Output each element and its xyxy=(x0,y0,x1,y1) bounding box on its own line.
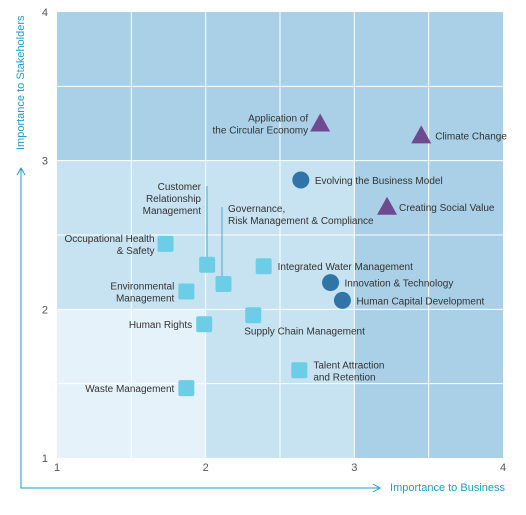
point-label: Application of the Circular Economy xyxy=(213,114,309,137)
y-tick-label: 1 xyxy=(42,453,48,465)
point-label: Human Rights xyxy=(129,320,192,331)
point-label: Occupational Health & Safety xyxy=(64,234,154,257)
point-label-line: Relationship xyxy=(146,194,201,205)
point-label-line: Climate Change xyxy=(435,131,507,142)
x-axis-arrowhead xyxy=(372,483,382,493)
point-label-line: Occupational Health xyxy=(64,234,154,245)
point-label: Governance, Risk Management & Compliance xyxy=(228,204,374,227)
point-square xyxy=(291,362,308,379)
point-label: Creating Social Value xyxy=(399,203,495,214)
x-tick-label: 1 xyxy=(54,462,60,474)
point-label: Waste Management xyxy=(85,384,174,395)
point-label: Talent Attraction and Retention xyxy=(313,360,384,383)
point-label: Customer Relationship Management xyxy=(143,182,202,217)
point-label-line: Talent Attraction xyxy=(313,360,384,371)
point-label-line: Human Rights xyxy=(129,320,192,331)
point-label-line: Application of xyxy=(248,114,308,125)
point-circle xyxy=(292,171,310,189)
point-square xyxy=(199,256,216,273)
point-triangle xyxy=(310,113,331,132)
point-label-line: Management xyxy=(116,293,175,304)
point-label-line: Innovation & Technology xyxy=(345,279,454,290)
point-label-line: Evolving the Business Model xyxy=(315,176,443,187)
point-label-line: Customer xyxy=(158,182,202,193)
point-label: Environmental Management xyxy=(110,281,174,304)
point-label: Human Capital Development xyxy=(356,296,484,307)
y-tick-label: 2 xyxy=(42,304,48,316)
y-axis-label: Importance to Stakeholders xyxy=(15,15,27,150)
axis-arrows xyxy=(16,166,382,493)
point-label-line: Waste Management xyxy=(85,384,174,395)
point-label: Supply Chain Management xyxy=(244,326,365,337)
y-tick-label: 4 xyxy=(42,7,48,19)
axis-line xyxy=(20,168,380,489)
point-label-line: & Safety xyxy=(117,246,155,257)
point-label-line: Governance, xyxy=(228,204,285,215)
point-label-line: Creating Social Value xyxy=(399,203,495,214)
point-triangle xyxy=(411,125,432,144)
point-square xyxy=(157,235,174,252)
point-labels: Application of the Circular Economy Climat… xyxy=(64,114,507,396)
point-label: Climate Change xyxy=(435,131,507,142)
point-label-line: Supply Chain Management xyxy=(244,326,365,337)
point-label-line: Integrated Water Management xyxy=(278,262,413,273)
gridlines xyxy=(57,12,503,458)
y-tick-label: 3 xyxy=(42,156,48,168)
point-label-line: Environmental xyxy=(110,281,174,292)
point-square xyxy=(245,307,262,324)
point-circle xyxy=(333,291,351,309)
y-axis-arrowhead xyxy=(16,166,26,176)
point-label-line: the Circular Economy xyxy=(213,126,309,137)
x-axis-label: Importance to Business xyxy=(390,482,505,494)
point-square xyxy=(178,283,195,300)
point-square xyxy=(196,316,213,333)
point-square xyxy=(178,380,195,397)
point-triangle xyxy=(377,196,398,215)
x-tick-label: 2 xyxy=(203,462,209,474)
point-square xyxy=(215,276,232,293)
data-points xyxy=(157,113,432,397)
point-square xyxy=(255,258,272,275)
point-label: Integrated Water Management xyxy=(278,262,413,273)
point-label-line: Management xyxy=(143,206,202,217)
point-label-line: Risk Management & Compliance xyxy=(228,216,374,227)
leader-lines xyxy=(206,186,223,278)
x-tick-label: 3 xyxy=(351,462,357,474)
x-tick-label: 4 xyxy=(500,462,506,474)
tick-labels: 1 2 3 4 1 2 3 4 xyxy=(42,7,506,474)
point-label-line: and Retention xyxy=(313,372,375,383)
point-circle xyxy=(322,274,340,292)
point-label: Evolving the Business Model xyxy=(315,176,443,187)
point-label: Innovation & Technology xyxy=(345,279,454,290)
point-label-line: Human Capital Development xyxy=(356,296,484,307)
